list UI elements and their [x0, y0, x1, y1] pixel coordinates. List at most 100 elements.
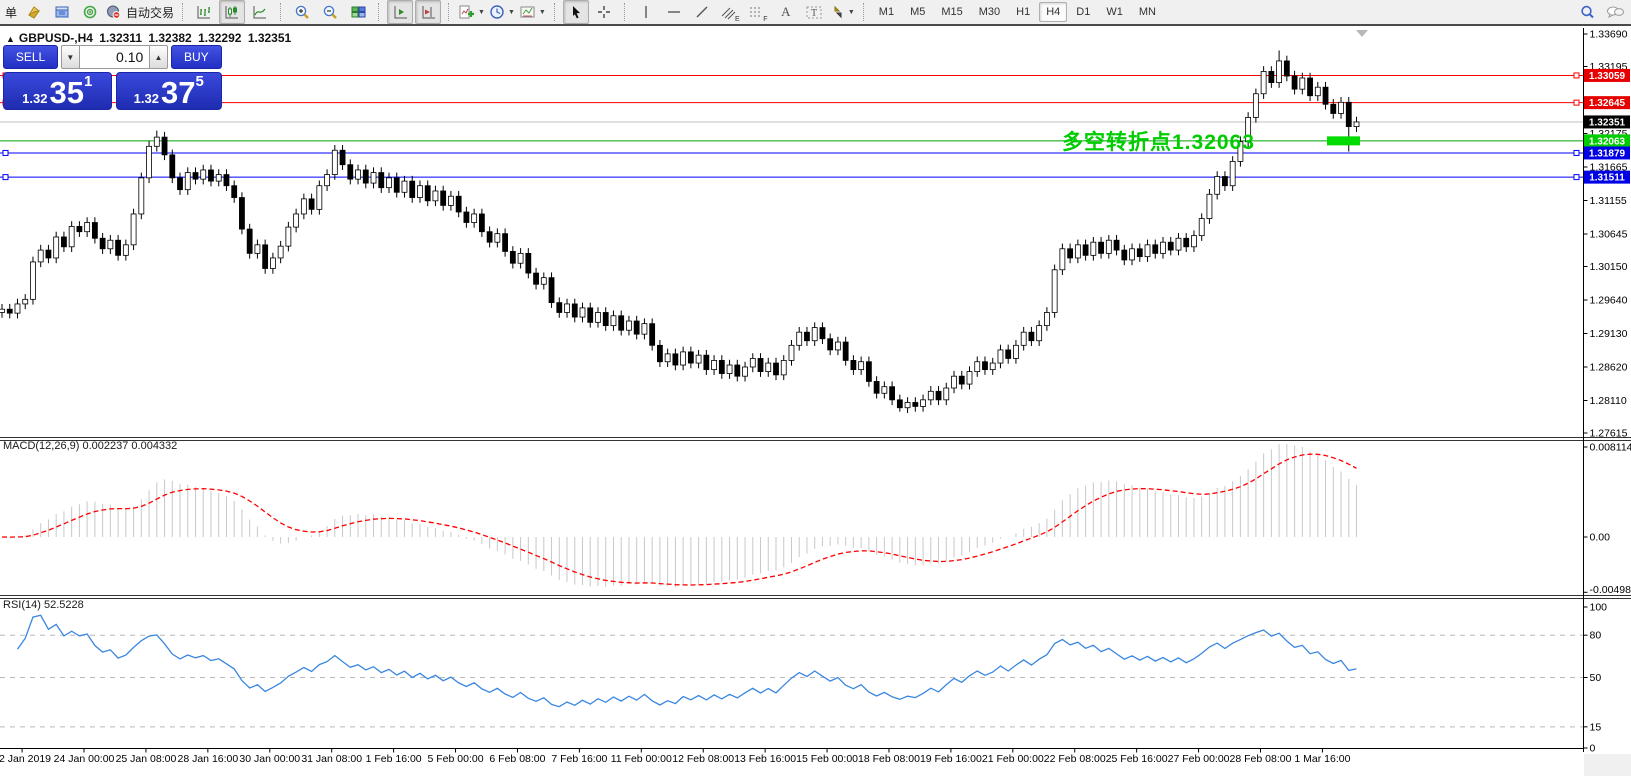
timeframe-h4[interactable]: H4 [1039, 2, 1068, 22]
templates-button[interactable]: ▼ [518, 0, 547, 24]
svg-text:6 Feb 08:00: 6 Feb 08:00 [489, 753, 545, 765]
svg-text:1 Mar 16:00: 1 Mar 16:00 [1294, 753, 1350, 765]
price-badge-1.33059 [1584, 68, 1630, 82]
line-chart-button[interactable] [247, 0, 273, 24]
arrows-icon [834, 5, 842, 19]
sell-button[interactable]: SELL [3, 45, 59, 69]
periods-button[interactable]: ▼ [488, 0, 516, 24]
svg-text:18 Feb 08:00: 18 Feb 08:00 [858, 753, 920, 765]
text-tool[interactable]: A [773, 0, 799, 24]
gold-order-icon [28, 6, 41, 19]
timeframe-m1[interactable]: M1 [878, 6, 895, 18]
up-arrow-icon: ▲ [6, 34, 15, 44]
sell-price-pips: 35 [49, 75, 84, 110]
text-label-icon: T [806, 6, 822, 19]
svg-text:27 Feb 00:00: 27 Feb 00:00 [1168, 753, 1230, 765]
toolbar: 单 自动交易 [0, 0, 1631, 26]
arrows-tool[interactable]: ▼ [829, 0, 856, 24]
svg-text:1.31879: 1.31879 [1589, 148, 1626, 159]
chat-button[interactable] [1602, 0, 1628, 24]
toolbar-separator [280, 3, 282, 21]
rsi-axis[interactable]: 100 80 50 15 0 [1583, 602, 1608, 755]
zoom-out-button[interactable] [317, 0, 343, 24]
svg-text:1.33690: 1.33690 [1590, 29, 1628, 41]
pivot-annotation-text[interactable]: 多空转折点1.32063 [1062, 131, 1255, 154]
autotrading-button[interactable]: 自动交易 [105, 0, 175, 24]
price-axis[interactable]: 1.336901.331951.321751.316651.311551.306… [1583, 29, 1628, 440]
volume-down-button[interactable]: ▼ [61, 45, 80, 69]
new-order-icon[interactable] [21, 0, 47, 24]
timeframe-m5[interactable]: M5 [910, 6, 926, 18]
volume-input[interactable]: 0.10 [79, 45, 150, 69]
svg-text:15 Feb 00:00: 15 Feb 00:00 [796, 753, 858, 765]
bar-chart-button[interactable] [191, 0, 217, 24]
fibonacci-tool[interactable]: F [745, 0, 771, 24]
buy-price-pips: 37 [160, 75, 196, 110]
svg-text:50: 50 [1590, 672, 1602, 684]
timeframe-m15[interactable]: M15 [941, 6, 963, 18]
timeframe-h1[interactable]: H1 [1016, 6, 1031, 18]
buy-button[interactable]: BUY [170, 45, 222, 69]
svg-text:22 Jan 2019: 22 Jan 2019 [0, 753, 51, 765]
add-indicator-icon [459, 5, 475, 19]
timeframe-d1[interactable]: D1 [1076, 6, 1091, 18]
market-depth-icon [55, 6, 69, 18]
signals-button[interactable] [77, 0, 103, 24]
rsi-guide-lines [0, 634, 1583, 728]
timeframe-w1[interactable]: W1 [1106, 6, 1123, 18]
svg-text:100: 100 [1590, 602, 1608, 614]
line-chart-icon [253, 6, 267, 19]
svg-text:80: 80 [1590, 630, 1602, 642]
tile-windows-button[interactable] [345, 0, 371, 24]
pivot-highlight-bar[interactable] [1327, 136, 1360, 146]
line-handle [2, 149, 9, 156]
candlestick-chart-button[interactable] [219, 0, 246, 24]
auto-scroll-button[interactable] [387, 0, 414, 24]
chart-symbol: GBPUSD-,H4 [18, 31, 93, 45]
crosshair-button[interactable] [591, 0, 617, 24]
horizontal-line-icon [667, 11, 680, 13]
timeframe-m30[interactable]: M30 [978, 6, 1001, 18]
text-label-tool[interactable]: T [801, 0, 827, 24]
svg-text:13 Feb 16:00: 13 Feb 16:00 [734, 753, 796, 765]
new-order-label[interactable]: 单 [5, 5, 18, 20]
auto-scroll-icon [394, 6, 408, 19]
chart-shift-marker-icon [1356, 30, 1368, 37]
svg-text:28 Feb 08:00: 28 Feb 08:00 [1230, 753, 1292, 765]
svg-text:1.31665: 1.31665 [1590, 162, 1628, 174]
buy-price-button[interactable]: 1.32 37 5 [115, 72, 222, 110]
ohlc-low: 1.32292 [198, 31, 242, 45]
equidistant-channel-tool[interactable]: E [717, 0, 743, 24]
vertical-line-tool[interactable] [633, 0, 659, 24]
autotrading-icon [107, 5, 121, 19]
line-handle [1573, 72, 1580, 79]
crosshair-icon [597, 6, 610, 18]
tile-windows-icon [351, 6, 366, 18]
trendline-icon [696, 6, 708, 18]
cursor-button[interactable] [562, 0, 589, 24]
trendline-tool[interactable] [689, 0, 715, 24]
cursor-arrow-icon [572, 6, 580, 19]
volume-up-button[interactable]: ▲ [149, 45, 168, 69]
sell-price-button[interactable]: 1.32 35 1 [3, 72, 112, 110]
svg-text:1.29640: 1.29640 [1590, 295, 1628, 307]
channel-icon [721, 7, 736, 20]
timeframe-mn[interactable]: MN [1138, 6, 1156, 18]
svg-text:0: 0 [1590, 743, 1596, 755]
price-level-lines[interactable] [0, 72, 1583, 181]
macd-signal-line [1, 453, 1357, 586]
market-depth-button[interactable] [49, 0, 75, 24]
macd-axis[interactable]: 0.008114 0.00 -0.004986 [1583, 441, 1631, 596]
horizontal-line-tool[interactable] [661, 0, 687, 24]
zoom-in-button[interactable] [289, 0, 315, 24]
chart-shift-button[interactable] [415, 0, 442, 24]
macd-layer [1, 444, 1357, 588]
search-button[interactable] [1574, 0, 1600, 24]
indicators-button[interactable]: ▼ [457, 0, 486, 24]
svg-text:1.33059: 1.33059 [1589, 71, 1626, 82]
text-tool-label: A [781, 4, 791, 19]
chart-title: ▲ GBPUSD-,H4 1.32311 1.32382 1.32292 1.32… [6, 31, 294, 45]
svg-text:1.28620: 1.28620 [1590, 361, 1628, 373]
